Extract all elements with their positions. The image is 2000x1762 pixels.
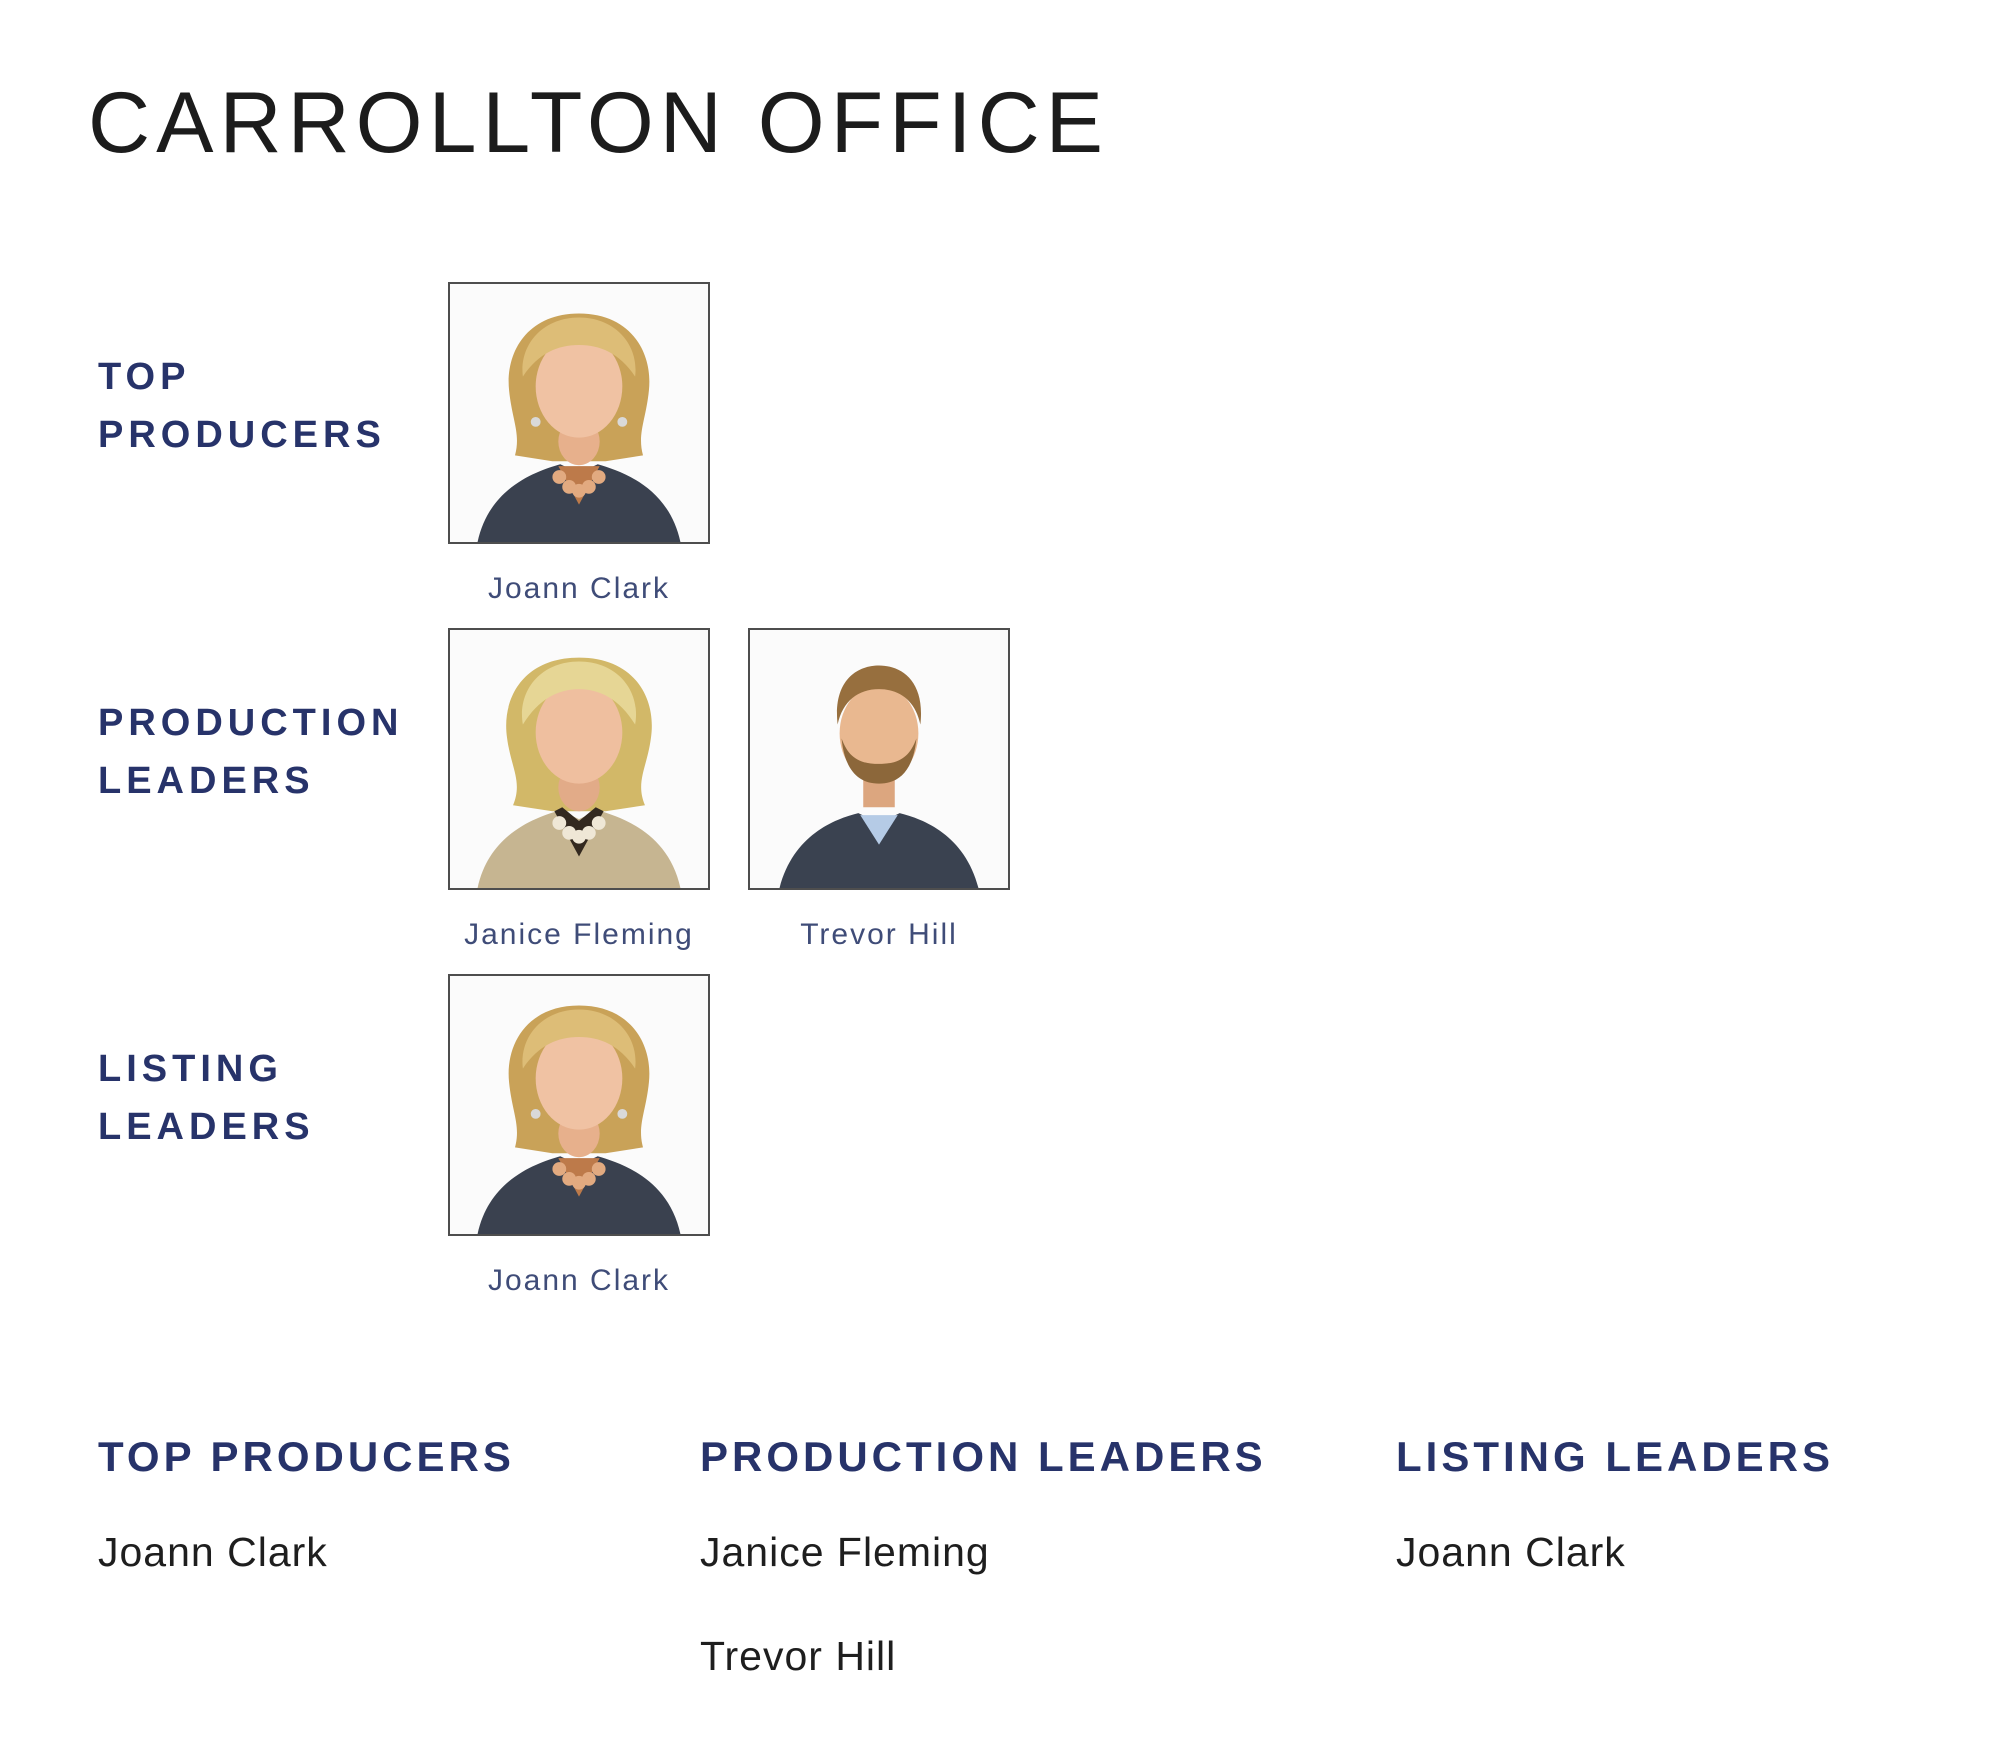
photo-caption: Joann Clark — [487, 572, 671, 605]
photo-caption: Joann Clark — [487, 1264, 671, 1297]
portrait-woman-image — [450, 284, 708, 542]
photo-top-producers-joann-clark — [448, 282, 710, 544]
portrait-woman-image — [450, 630, 708, 888]
necklace-shape — [552, 470, 606, 498]
photo-caption: Trevor Hill — [800, 918, 958, 951]
summary-name: Joann Clark — [98, 1529, 328, 1575]
beard-shape — [841, 738, 917, 784]
section-label-line: TOP — [98, 356, 191, 398]
section-label-listing-leaders: LISTING LEADERS — [98, 1040, 438, 1156]
photo-caption: Janice Fleming — [464, 918, 694, 951]
section-label-production-leaders: PRODUCTION LEADERS — [98, 694, 438, 810]
photo-listing-leaders-joann-clark — [448, 974, 710, 1236]
summary-heading: PRODUCTION LEADERS — [700, 1433, 1267, 1480]
shirt-collar-shape — [860, 815, 898, 845]
section-label-line: PRODUCERS — [98, 414, 386, 456]
face-shape — [839, 685, 919, 782]
necklace-shape — [552, 1162, 606, 1190]
section-label-line: LEADERS — [98, 760, 315, 802]
summary-column-top-producers: TOP PRODUCERS Joann Clark — [98, 1434, 515, 1576]
portrait-woman-image — [450, 976, 708, 1234]
summary-name: Joann Clark — [1396, 1529, 1626, 1575]
section-label-top-producers: TOP PRODUCERS — [98, 348, 438, 464]
section-label-line: LEADERS — [98, 1106, 315, 1148]
portrait-man-image — [750, 630, 1008, 888]
earrings-shape — [530, 416, 628, 427]
summary-name: Trevor Hill — [700, 1633, 897, 1679]
summary-heading: LISTING LEADERS — [1396, 1433, 1835, 1480]
summary-name: Janice Fleming — [700, 1529, 990, 1575]
page-title: CARROLLTON OFFICE — [88, 75, 1110, 171]
jacket-shape — [779, 813, 979, 888]
section-label-line: PRODUCTION — [98, 702, 404, 744]
face-shape — [535, 1027, 623, 1130]
face-shape — [535, 681, 623, 784]
summary-column-listing-leaders: LISTING LEADERS Joann Clark — [1396, 1434, 1834, 1576]
summary-heading: TOP PRODUCERS — [98, 1433, 515, 1480]
bangs-shape — [521, 661, 637, 725]
hair-shape — [836, 665, 922, 725]
face-shape — [535, 335, 623, 438]
bangs-shape — [522, 1009, 636, 1069]
summary-column-production-leaders: PRODUCTION LEADERS Janice Fleming Trevor… — [700, 1434, 1267, 1680]
photo-production-leaders-trevor-hill — [748, 628, 1010, 890]
bangs-shape — [522, 317, 636, 377]
section-label-line: LISTING — [98, 1048, 283, 1090]
photo-production-leaders-janice-fleming — [448, 628, 710, 890]
necklace-shape — [552, 816, 606, 844]
earrings-shape — [530, 1108, 628, 1119]
